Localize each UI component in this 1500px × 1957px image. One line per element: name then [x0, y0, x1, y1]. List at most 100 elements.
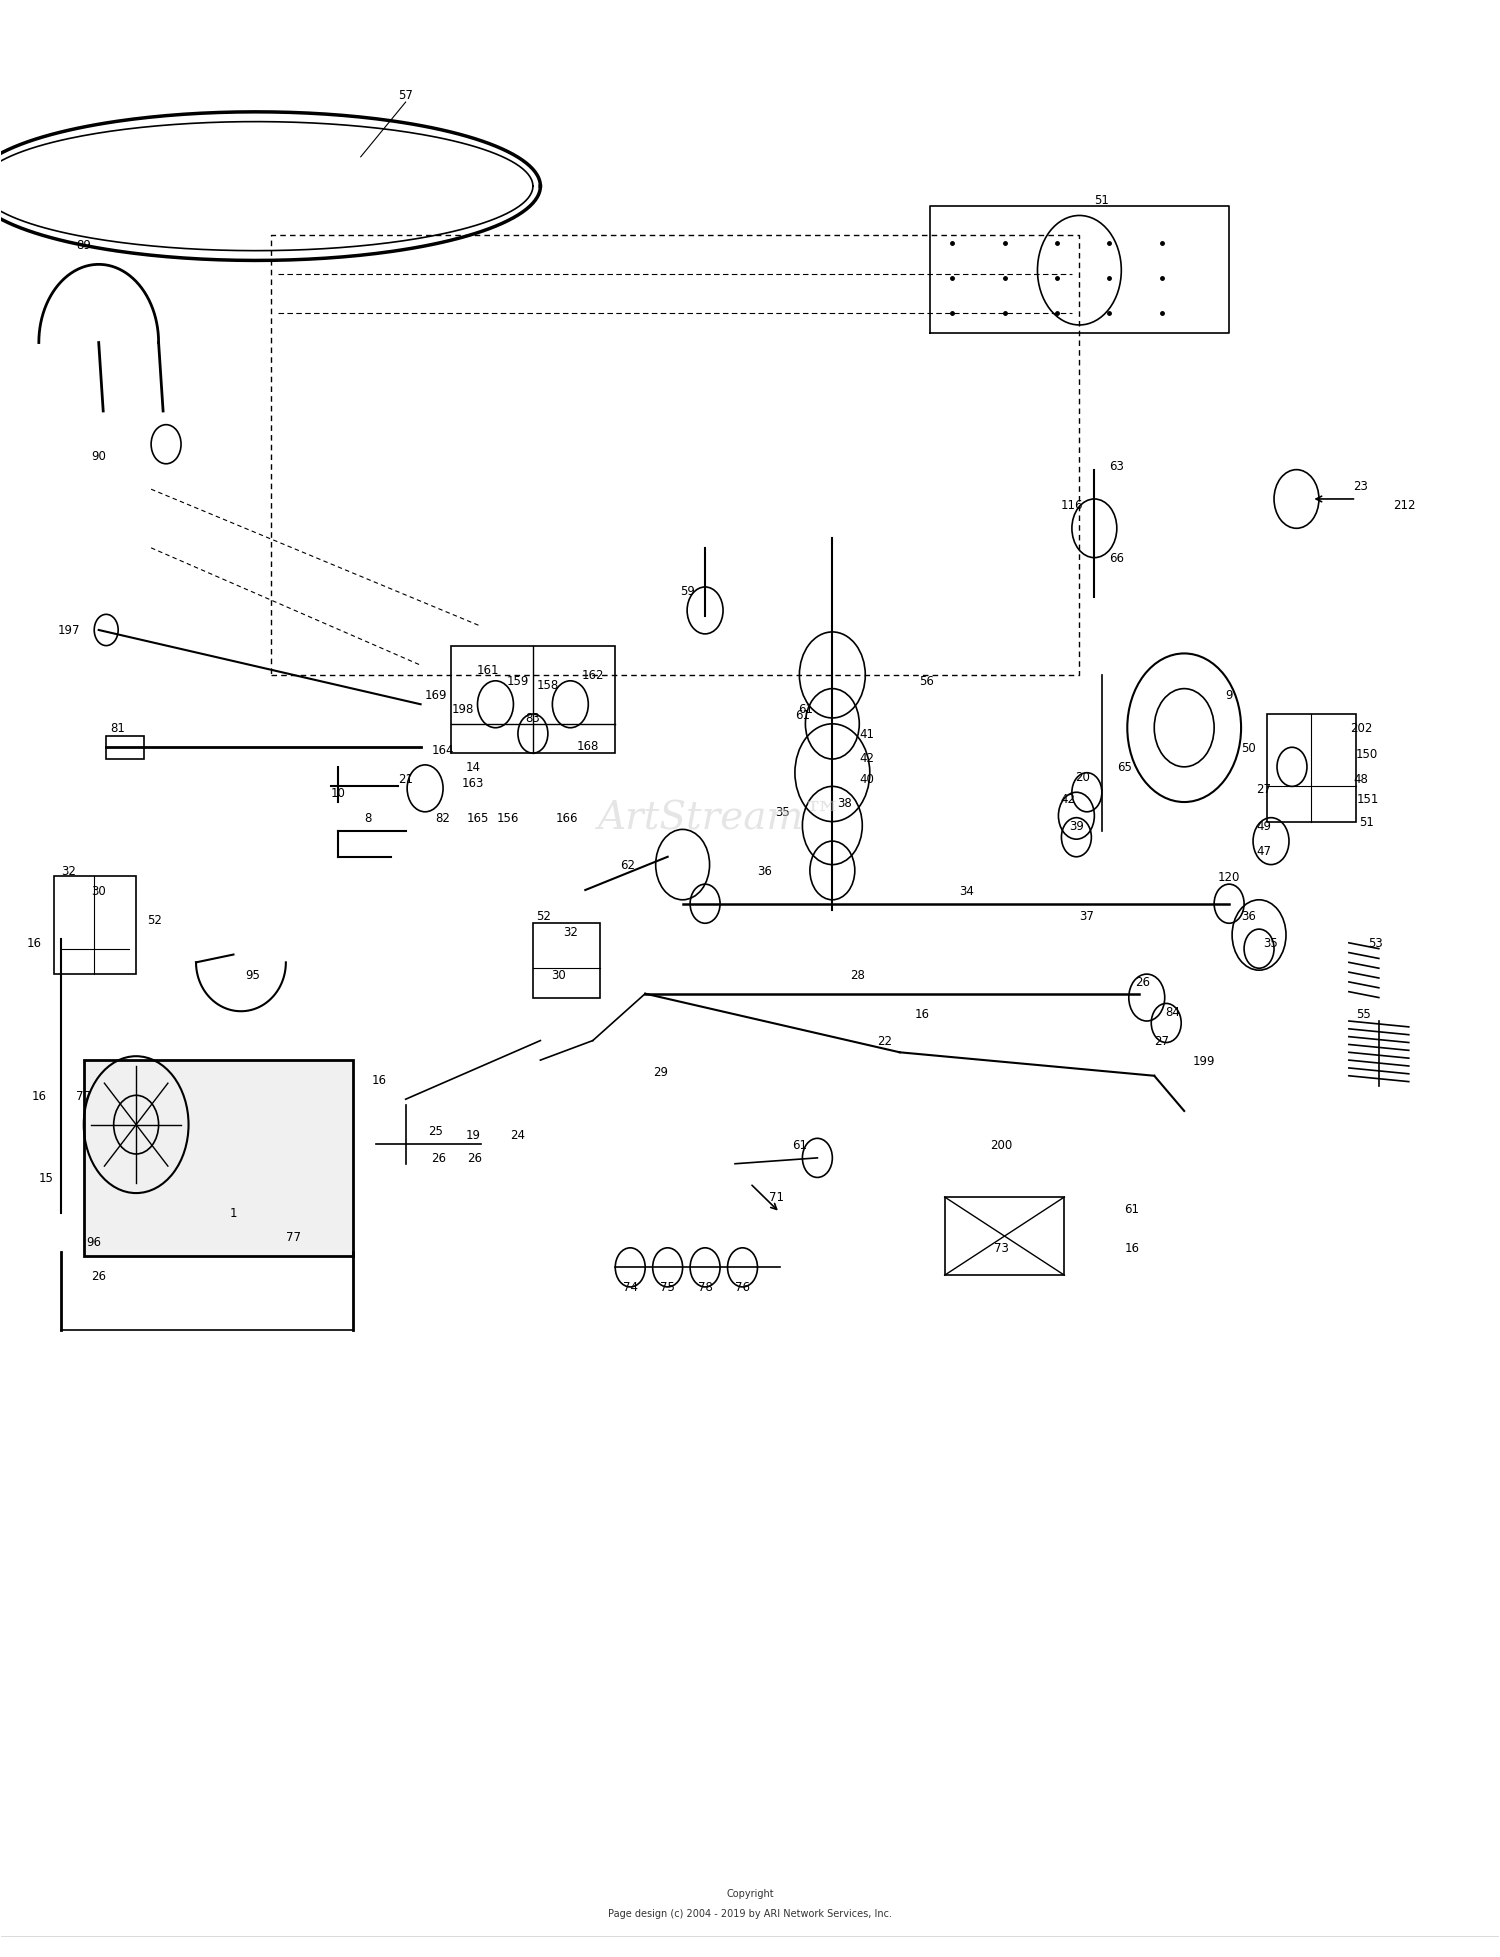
Text: 61: 61: [792, 1139, 807, 1151]
Text: 52: 52: [536, 910, 550, 922]
Text: 168: 168: [578, 740, 600, 751]
Text: 166: 166: [556, 812, 579, 824]
Text: Copyright: Copyright: [726, 1889, 774, 1898]
Text: 200: 200: [990, 1139, 1012, 1151]
Text: 169: 169: [424, 689, 447, 703]
Text: 49: 49: [1256, 820, 1270, 832]
Text: 42: 42: [1060, 793, 1076, 804]
Text: 63: 63: [1110, 460, 1125, 474]
Text: 25: 25: [427, 1125, 442, 1137]
Text: 55: 55: [1356, 1008, 1371, 1020]
Text: 30: 30: [92, 885, 106, 896]
Text: 51: 51: [1359, 816, 1374, 828]
Text: 24: 24: [510, 1129, 525, 1141]
Text: 61: 61: [795, 708, 810, 722]
Text: 74: 74: [622, 1280, 638, 1294]
Text: 50: 50: [1240, 742, 1256, 753]
Text: 16: 16: [915, 1008, 930, 1020]
Text: 37: 37: [1080, 910, 1095, 922]
Text: 84: 84: [1166, 1006, 1179, 1018]
Text: 30: 30: [550, 969, 566, 980]
Text: 57: 57: [398, 88, 412, 102]
Text: 28: 28: [850, 969, 865, 980]
Text: Page design (c) 2004 - 2019 by ARI Network Services, Inc.: Page design (c) 2004 - 2019 by ARI Netwo…: [608, 1908, 892, 1918]
Text: 32: 32: [562, 926, 578, 937]
Text: 16: 16: [370, 1074, 386, 1086]
Text: 150: 150: [1356, 748, 1378, 759]
Text: 35: 35: [1263, 937, 1278, 949]
Bar: [106, 736, 144, 759]
Text: 20: 20: [1076, 771, 1090, 783]
Bar: [1266, 714, 1356, 822]
Text: 163: 163: [462, 777, 484, 789]
Text: 164: 164: [432, 744, 454, 755]
Text: 89: 89: [76, 239, 92, 252]
Text: 212: 212: [1394, 499, 1416, 513]
Text: 42: 42: [859, 751, 874, 763]
Text: 165: 165: [466, 812, 489, 824]
Text: 32: 32: [62, 865, 76, 877]
Text: 159: 159: [507, 675, 530, 689]
Text: 202: 202: [1350, 722, 1372, 736]
Text: 51: 51: [1095, 194, 1110, 207]
Text: 61: 61: [1125, 1204, 1140, 1215]
Text: 27: 27: [1154, 1035, 1168, 1047]
Text: 197: 197: [57, 624, 80, 638]
Text: 161: 161: [477, 663, 500, 677]
Text: 90: 90: [92, 450, 106, 464]
Text: 82: 82: [435, 812, 450, 824]
Text: 65: 65: [1118, 761, 1131, 773]
Text: 26: 26: [92, 1268, 106, 1282]
Text: 9: 9: [1226, 689, 1233, 703]
Text: 38: 38: [837, 796, 852, 808]
Text: 158: 158: [537, 679, 560, 693]
Text: 116: 116: [1060, 499, 1083, 513]
Text: 47: 47: [1256, 845, 1270, 857]
Text: 96: 96: [87, 1235, 102, 1249]
Bar: [54, 877, 136, 975]
Text: 15: 15: [39, 1172, 54, 1184]
Text: 53: 53: [1368, 937, 1383, 949]
Text: ArtStream™: ArtStream™: [597, 800, 843, 838]
Text: 48: 48: [1353, 773, 1368, 785]
Text: 40: 40: [859, 773, 874, 785]
Text: 34: 34: [960, 885, 975, 896]
Text: 39: 39: [1070, 820, 1084, 832]
Text: 62: 62: [620, 859, 634, 871]
Bar: [532, 924, 600, 998]
Text: 77: 77: [76, 1090, 92, 1102]
Bar: [84, 1061, 352, 1256]
Text: 21: 21: [398, 773, 412, 785]
Text: 22: 22: [878, 1035, 892, 1047]
Text: 198: 198: [452, 703, 474, 716]
Text: 27: 27: [1256, 783, 1270, 795]
Text: 81: 81: [111, 722, 126, 736]
Text: 36: 36: [758, 865, 772, 877]
Text: 151: 151: [1358, 793, 1380, 804]
Text: 10: 10: [332, 787, 345, 798]
Text: 59: 59: [680, 585, 694, 599]
Text: 16: 16: [27, 937, 42, 949]
Text: 26: 26: [430, 1153, 445, 1164]
Text: 35: 35: [776, 806, 790, 818]
Text: 26: 26: [1136, 977, 1150, 988]
Text: 16: 16: [1125, 1241, 1140, 1254]
Text: 83: 83: [525, 712, 540, 726]
Text: 73: 73: [994, 1241, 1010, 1254]
Bar: [450, 646, 615, 753]
Bar: [945, 1198, 1065, 1276]
Text: 66: 66: [1110, 552, 1125, 566]
Text: 36: 36: [1240, 910, 1256, 922]
Text: 78: 78: [698, 1280, 712, 1294]
Text: 61: 61: [798, 703, 813, 716]
Text: 14: 14: [465, 761, 480, 773]
Text: 1: 1: [230, 1207, 237, 1219]
Text: 120: 120: [1218, 871, 1240, 883]
Text: 23: 23: [1353, 479, 1368, 493]
Text: 41: 41: [859, 728, 874, 740]
Text: 16: 16: [32, 1090, 46, 1102]
Text: 29: 29: [652, 1067, 668, 1078]
Text: 77: 77: [286, 1229, 302, 1243]
Text: 95: 95: [246, 969, 261, 980]
Text: 162: 162: [582, 669, 604, 683]
